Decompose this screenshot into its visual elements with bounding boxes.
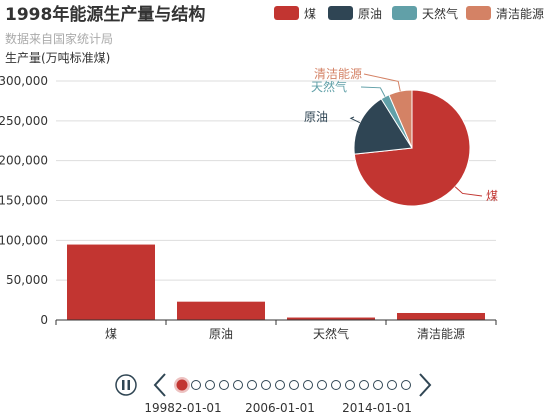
timeline-dot[interactable] — [387, 380, 397, 390]
x-axis: 煤 原油 天然气 清洁能源 — [55, 319, 497, 341]
timeline-dot[interactable] — [233, 380, 243, 390]
x-tick-label: 清洁能源 — [417, 327, 465, 341]
legend-item-1[interactable]: 原油 — [358, 7, 382, 21]
timeline-dot[interactable] — [359, 380, 369, 390]
y-tick-label: 150,000 — [0, 194, 48, 208]
chart-subtitle: 数据来自国家统计局 — [5, 31, 113, 46]
legend: 煤 原油 天然气 清洁能源 — [274, 6, 544, 21]
timeline-dot[interactable] — [261, 380, 271, 390]
pie-label-line — [360, 86, 386, 97]
pie-label-line — [349, 116, 361, 124]
timeline-dot[interactable] — [317, 380, 327, 390]
legend-swatch-1[interactable] — [328, 6, 353, 20]
timeline-dot[interactable] — [275, 380, 285, 390]
timeline-dot[interactable] — [345, 380, 355, 390]
pie-label-0: 煤 — [486, 189, 498, 203]
bar-0[interactable] — [67, 244, 155, 320]
y-tick-label: 200,000 — [0, 154, 48, 168]
pie-label-2: 天然气 — [311, 79, 347, 94]
timeline-dot[interactable] — [303, 380, 313, 390]
pie-label-1: 原油 — [304, 110, 328, 124]
y-tick-label: 0 — [40, 313, 48, 327]
x-tick-label: 天然气 — [313, 326, 349, 341]
bar-2[interactable] — [287, 317, 375, 320]
previous-arrow-icon[interactable] — [153, 373, 166, 397]
y-axis-ticks: 0 50,000 100,000 150,000 200,000 250,000 300,0… — [0, 74, 48, 327]
x-tick-label: 煤 — [105, 327, 117, 341]
timeline-dot-selected[interactable] — [176, 379, 188, 391]
x-tick-label: 原油 — [209, 327, 233, 341]
legend-item-3[interactable]: 清洁能源 — [496, 7, 544, 21]
legend-swatch-3[interactable] — [466, 6, 491, 20]
timeline-label: 2006-01-01 — [245, 401, 315, 415]
timeline-dot[interactable] — [247, 380, 257, 390]
timeline: 19982-01-01 2006-01-01 2014-01-01 — [115, 373, 432, 415]
legend-swatch-2[interactable] — [392, 6, 417, 20]
y-tick-label: 50,000 — [6, 273, 48, 287]
timeline-dot[interactable] — [191, 380, 201, 390]
timeline-dot[interactable] — [289, 380, 299, 390]
y-axis-label: 生产量(万吨标准煤) — [5, 51, 110, 65]
bar-1[interactable] — [177, 301, 265, 320]
pie-label-3: 清洁能源 — [314, 67, 362, 81]
chart-title: 1998年能源生产量与结构 — [5, 4, 205, 25]
timeline-dot[interactable] — [331, 380, 341, 390]
pie-label-line — [454, 186, 483, 197]
timeline-dot[interactable] — [373, 380, 383, 390]
legend-swatch-0[interactable] — [274, 6, 299, 20]
pie-slice-1[interactable] — [353, 98, 413, 155]
bar-series — [67, 244, 485, 320]
timeline-dot[interactable] — [205, 380, 215, 390]
timeline-dot[interactable] — [401, 380, 411, 390]
play-pause-button[interactable] — [115, 374, 137, 396]
y-tick-label: 300,000 — [0, 74, 48, 88]
y-tick-label: 100,000 — [0, 233, 48, 247]
next-arrow-icon[interactable] — [419, 373, 432, 397]
y-tick-label: 250,000 — [0, 114, 48, 128]
timeline-label: 2014-01-01 — [342, 401, 412, 415]
timeline-label: 19982-01-01 — [144, 401, 221, 415]
grid-lines — [56, 80, 496, 281]
legend-item-2[interactable]: 天然气 — [422, 6, 458, 21]
legend-item-0[interactable]: 煤 — [304, 7, 316, 21]
pie-label-line — [363, 73, 401, 92]
timeline-dot[interactable] — [219, 380, 229, 390]
bar-3[interactable] — [397, 312, 485, 320]
